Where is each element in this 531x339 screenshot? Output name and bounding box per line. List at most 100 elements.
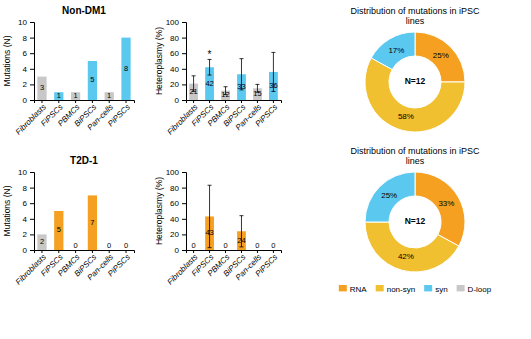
tick-mark bbox=[109, 250, 110, 253]
y-tick-label: 40 bbox=[170, 215, 179, 224]
chart-title: Distribution of mutations in iPSClines bbox=[350, 146, 480, 166]
legend-item: syn bbox=[424, 285, 447, 294]
x-axis: FibroblastsFiPSCsPBMCsBiPSCsPan-cellsPiP… bbox=[14, 250, 135, 287]
tick-mark bbox=[182, 234, 186, 235]
axis-domain bbox=[30, 23, 35, 101]
bar bbox=[121, 38, 130, 100]
data-label: 8 bbox=[124, 64, 128, 73]
y-tick: 80 bbox=[170, 184, 186, 193]
bar bbox=[189, 84, 198, 100]
data-labels: 250700 bbox=[40, 218, 128, 250]
figure: 0 2 4 6 8 10 FibroblastsFiPSCsPBMCsBiPSCsPan-c… bbox=[0, 0, 531, 339]
y-tick: 40 bbox=[170, 65, 186, 74]
annotation: * bbox=[208, 49, 212, 60]
data-label: 5 bbox=[57, 225, 61, 234]
y-tick: 8 bbox=[23, 184, 34, 193]
tick-mark bbox=[92, 100, 93, 103]
y-tick-label: 80 bbox=[170, 34, 179, 43]
bar bbox=[88, 61, 97, 100]
legend-item: non-syn bbox=[376, 285, 415, 294]
tick-mark bbox=[30, 188, 34, 189]
bar bbox=[221, 91, 230, 100]
tick-mark bbox=[225, 250, 226, 253]
tick-mark bbox=[58, 250, 59, 253]
y-tick-label: 8 bbox=[23, 184, 28, 193]
axis-domain bbox=[187, 251, 282, 254]
legend-item: D-loop bbox=[457, 285, 492, 294]
y-tick-label: 2 bbox=[23, 80, 28, 89]
axis-domain bbox=[182, 173, 187, 251]
y-tick-label: 0 bbox=[23, 246, 28, 255]
bar bbox=[37, 234, 46, 250]
x-axis: FibroblastsFiPSCsPBMCsBiPSCsPan-cellsPiP… bbox=[165, 100, 281, 137]
tick-mark bbox=[30, 53, 34, 54]
y-tick: 4 bbox=[23, 215, 34, 224]
legend-swatch bbox=[457, 285, 465, 291]
data-label: 2 bbox=[40, 237, 44, 246]
axis-domain bbox=[30, 173, 35, 251]
tick-mark bbox=[257, 100, 258, 103]
tick-mark bbox=[209, 250, 210, 253]
y-tick: 0 bbox=[23, 246, 34, 255]
y-axis: 0246810 bbox=[18, 18, 34, 105]
error-bar bbox=[208, 59, 212, 75]
bar-panel: 0 2 4 6 8 10 FibroblastsFiPSCsPBMCsBiPSCsPan-c… bbox=[2, 155, 135, 287]
x-tick-label: PiPSCs bbox=[253, 253, 279, 279]
axis-domain bbox=[35, 101, 135, 104]
data-label: 25% bbox=[433, 51, 449, 60]
chart-container: 0 2 4 6 8 10 FibroblastsFiPSCsPBMCsBiPSCsPan-c… bbox=[0, 0, 531, 339]
y-tick-label: 0 bbox=[175, 96, 180, 105]
legend-item: RNA bbox=[339, 285, 368, 294]
pie-slice bbox=[415, 172, 465, 246]
axis-domain bbox=[182, 23, 187, 101]
data-label: 0 bbox=[191, 241, 195, 250]
y-tick-label: 4 bbox=[23, 215, 28, 224]
y-tick: 2 bbox=[23, 80, 34, 89]
bar-panel: 0246810FibroblastsFiPSCsPBMCsBiPSCsPan-c… bbox=[2, 5, 135, 137]
y-tick-label: 100 bbox=[166, 18, 180, 27]
tick-mark bbox=[30, 84, 34, 85]
y-tick: 0 bbox=[23, 96, 34, 105]
x-tick: PiPSCs bbox=[253, 100, 279, 128]
y-tick-label: 6 bbox=[23, 199, 28, 208]
y-tick: 0 bbox=[175, 246, 186, 255]
tick-mark bbox=[30, 172, 34, 173]
tick-mark bbox=[209, 100, 210, 103]
legend-label: syn bbox=[435, 285, 447, 294]
y-tick-label: 80 bbox=[170, 184, 179, 193]
error-bar bbox=[208, 185, 212, 247]
y-tick-label: 2 bbox=[23, 230, 28, 239]
x-tick-label: PiPSCs bbox=[253, 103, 279, 129]
data-label: 0 bbox=[223, 241, 227, 250]
legend-swatch bbox=[339, 285, 347, 291]
y-tick: 2 bbox=[23, 230, 34, 239]
center-annotation: N=12 bbox=[405, 216, 426, 226]
pie-panel: Distribution of mutations in iPSClines25… bbox=[350, 6, 480, 132]
y-tick: 80 bbox=[170, 34, 186, 43]
data-label: 0 bbox=[255, 241, 259, 250]
tick-mark bbox=[273, 250, 274, 253]
y-tick: 10 bbox=[18, 168, 34, 177]
x-tick: PiPSCs bbox=[106, 250, 132, 278]
tick-mark bbox=[241, 250, 242, 253]
y-tick: 100 bbox=[166, 168, 186, 177]
y-axis-label: Heteroplasmy (%) bbox=[154, 27, 164, 95]
y-axis-label: Mutations (N) bbox=[2, 185, 12, 236]
data-label: 15 bbox=[253, 89, 261, 98]
data-label: 7 bbox=[90, 218, 94, 227]
x-axis: FibroblastsFiPSCsPBMCsBiPSCsPan-cellsPiP… bbox=[14, 100, 135, 137]
tick-mark bbox=[182, 22, 186, 23]
y-tick-label: 0 bbox=[175, 246, 180, 255]
legend-swatch bbox=[424, 285, 432, 291]
data-label: 58% bbox=[398, 112, 414, 121]
tick-mark bbox=[182, 84, 186, 85]
y-tick: 6 bbox=[23, 199, 34, 208]
data-labels: 04302400 bbox=[191, 228, 275, 250]
y-axis-label: Mutations (N) bbox=[2, 35, 12, 86]
y-axis-label: Heteroplasmy (%) bbox=[154, 177, 164, 245]
bar bbox=[54, 211, 63, 250]
pie-slice bbox=[365, 222, 459, 272]
data-labels: 214212331536 bbox=[189, 79, 277, 100]
tick-mark bbox=[182, 69, 186, 70]
plot-area bbox=[205, 185, 246, 250]
